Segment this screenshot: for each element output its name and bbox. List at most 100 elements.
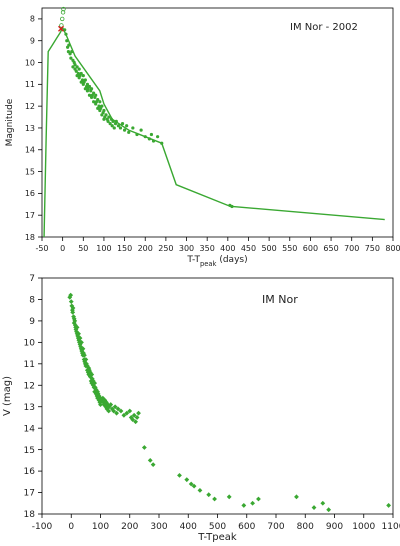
chart-1-x-tick-label: 550 <box>282 244 297 253</box>
chart-2-data-point <box>89 372 95 377</box>
chart-2-x-tick-label: 800 <box>297 522 314 532</box>
chart-1-x-tick-label: 400 <box>220 244 235 253</box>
chart-2-data-point <box>320 500 326 506</box>
chart-2-data-point <box>136 410 141 416</box>
chart-2-data-point <box>84 363 90 369</box>
chart-1-x-tick-label: 350 <box>200 244 215 253</box>
chart-1-data-point <box>94 93 98 97</box>
chart-1-y-tick-label: 10 <box>25 58 35 67</box>
chart-2-data-point <box>79 339 84 345</box>
chart-1-data-point <box>116 124 120 128</box>
chart-1-data-point <box>106 119 110 124</box>
chart-2-data-point <box>68 292 74 298</box>
chart-1-data-point <box>111 119 115 124</box>
chart-2-data-point <box>241 503 247 508</box>
chart-2-data-point <box>134 415 140 420</box>
chart-1-data-point <box>102 108 106 113</box>
chart-1-data-point <box>149 132 154 137</box>
chart-1-data-point <box>112 126 116 130</box>
chart-2-data-point <box>147 457 153 463</box>
chart-2-data-point <box>212 496 217 502</box>
chart-1-data-point <box>69 56 73 60</box>
chart-1-data-point <box>87 93 92 97</box>
chart-2-data-point <box>72 318 78 324</box>
chart-1-y-tick-label: 16 <box>25 189 35 198</box>
chart-1-data-point <box>114 119 118 124</box>
chart-1-x-tick-label: 0 <box>60 244 65 253</box>
chart-2-title: IM Nor <box>262 293 298 306</box>
chart-2-data-point <box>133 419 138 425</box>
chart-1-x-tick-label: 800 <box>385 244 400 253</box>
chart-1-data-point <box>108 121 112 126</box>
chart-1-open-marker <box>59 23 64 28</box>
chart-2-data-point <box>108 402 114 407</box>
chart-2-data-point <box>78 344 84 350</box>
chart-1-data-point <box>96 98 100 102</box>
chart-2-data-point <box>95 395 100 401</box>
chart-2-data-point <box>80 346 86 352</box>
chart-2-data-point <box>100 395 106 401</box>
chart-1-y-tick-label: 12 <box>25 102 35 111</box>
chart-1-peak-marker <box>58 25 64 32</box>
chart-1-data-point <box>76 71 80 76</box>
chart-2-data-point <box>96 393 102 399</box>
chart-1-data-point <box>74 69 78 73</box>
chart-2-data-point <box>326 507 332 513</box>
chart-1-data-point <box>135 132 139 137</box>
chart-1-data-point <box>77 67 81 71</box>
chart-1-y-tick-label: 8 <box>30 15 35 24</box>
chart-2-y-tick-label: 18 <box>24 510 36 520</box>
chart-1-data-point <box>127 130 131 134</box>
chart-2-x-tick-label: -100 <box>32 522 53 532</box>
chart-1-data-point <box>67 43 71 47</box>
chart-2-y-tick-label: 11 <box>24 360 35 370</box>
chart-2-data-point <box>82 359 88 365</box>
chart-1-data-point <box>98 100 102 104</box>
chart-2-data-point <box>226 494 232 500</box>
chart-2-data-point <box>191 483 197 489</box>
chart-2-data-point <box>114 410 119 416</box>
chart-1-x-tick-label: 300 <box>179 244 194 253</box>
chart-2-x-tick-label: 1000 <box>352 522 375 532</box>
chart-2-data-point <box>77 342 83 347</box>
chart-2-data-point <box>90 378 96 384</box>
chart-2-x-tick-label: 700 <box>267 522 284 532</box>
chart-2-data-point <box>294 494 299 500</box>
chart-1-data-point <box>73 63 77 67</box>
chart-2-data-point <box>74 324 80 330</box>
chart-2-x-tick-label: 200 <box>121 522 138 532</box>
chart-2-data-point <box>188 481 194 487</box>
chart-2-data-point <box>118 408 124 414</box>
chart-2-data-point <box>311 505 317 510</box>
chart-1-data-point <box>109 117 113 121</box>
chart-1-x-tick-label: 500 <box>261 244 276 253</box>
chart-1-data-point <box>230 204 234 209</box>
chart-2-data-point <box>69 303 75 309</box>
chart-1-y-tick-label: 11 <box>25 80 35 89</box>
chart-1-open-marker <box>60 16 65 22</box>
chart-2-y-tick-label: 16 <box>24 467 36 477</box>
chart-2-data-point <box>82 352 87 358</box>
chart-2-data-point <box>83 357 89 362</box>
chart-2-data-point <box>87 374 93 380</box>
chart-2-data-point <box>206 492 212 498</box>
chart-1-y-tick-label: 18 <box>25 233 35 242</box>
chart-1-x-tick-label: 150 <box>117 244 132 253</box>
chart-1-x-tick-label: 700 <box>344 244 359 253</box>
chart-2-data-point <box>112 404 118 410</box>
chart-1-y-tick-label: 14 <box>25 146 35 155</box>
chart-2-data-point <box>141 445 147 450</box>
chart-1-data-point <box>63 28 67 32</box>
chart-1-data-point <box>70 50 74 54</box>
chart-2-y-tick-label: 17 <box>24 489 35 499</box>
chart-2-data-point <box>89 376 95 382</box>
chart-1-data-point <box>87 84 92 89</box>
chart-1-data-point <box>120 121 125 126</box>
chart-1-x-tick-label: 200 <box>138 244 153 253</box>
chart-1-series-line <box>43 25 385 238</box>
chart-2-data-point <box>76 331 81 337</box>
chart-2-data-point <box>106 408 112 414</box>
chart-1-y-tick-label: 9 <box>30 37 35 46</box>
chart-2-data-point <box>70 305 76 311</box>
